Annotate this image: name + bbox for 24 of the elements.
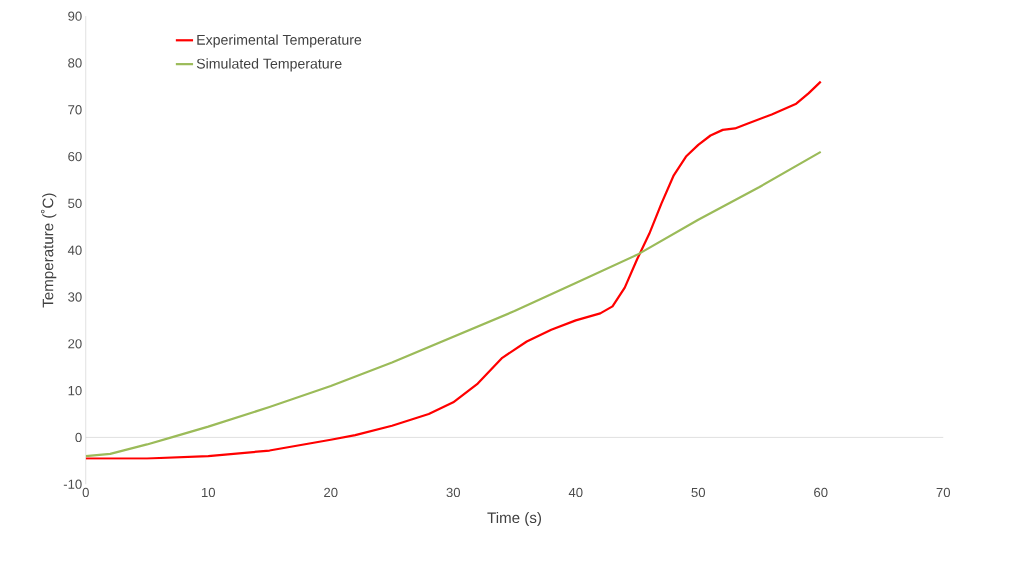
x-tick-label: 30 bbox=[446, 487, 461, 498]
x-tick-label: 10 bbox=[201, 487, 216, 498]
y-axis-title: Temperature (˚C) bbox=[40, 193, 57, 308]
y-tick-label: -10 bbox=[63, 479, 82, 489]
y-tick-label: 90 bbox=[68, 11, 82, 21]
x-tick-label: 50 bbox=[691, 487, 706, 498]
x-tick-label: 20 bbox=[324, 487, 338, 498]
x-axis-title: Time (s) bbox=[487, 512, 541, 527]
y-tick-label: 0 bbox=[75, 432, 82, 443]
y-tick-label: 20 bbox=[68, 339, 82, 349]
x-tick-label: 0 bbox=[82, 487, 89, 498]
y-tick-label: 30 bbox=[68, 292, 82, 302]
x-tick-label: 70 bbox=[936, 487, 951, 498]
x-tick-label: 40 bbox=[568, 487, 583, 498]
y-tick-label: 80 bbox=[68, 58, 82, 68]
y-tick-label: 10 bbox=[68, 386, 82, 396]
legend-label: Simulated Temperature bbox=[196, 58, 342, 72]
y-tick-label: 70 bbox=[68, 105, 82, 115]
y-tick-label: 60 bbox=[68, 151, 82, 162]
y-tick-label: 50 bbox=[68, 198, 82, 209]
legend-label: Experimental Temperature bbox=[197, 34, 362, 48]
x-tick-label: 60 bbox=[814, 487, 828, 498]
line-series bbox=[85, 80, 822, 460]
y-tick-label: 40 bbox=[67, 245, 82, 255]
